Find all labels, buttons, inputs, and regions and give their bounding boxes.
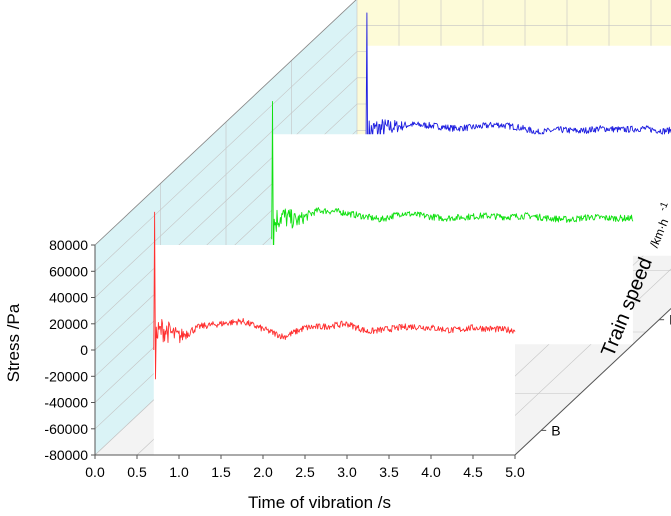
x-tick-label: 0.5 [127, 464, 147, 480]
x-tick-label: 1.0 [169, 464, 189, 480]
chart-axes [91, 0, 671, 459]
y-tick-label: 20000 [49, 316, 88, 332]
x-tick-label: 1.5 [211, 464, 231, 480]
x-tick-label: 4.0 [421, 464, 441, 480]
box-edge [94, 0, 357, 246]
series-strip [153, 245, 516, 455]
y-tick-label: -60000 [44, 421, 88, 437]
series-line [365, 12, 671, 167]
z-axis-line [514, 307, 671, 456]
x-tick-label: 3.5 [379, 464, 399, 480]
x-tick-label: 2.0 [253, 464, 273, 480]
x-tick-label: 0.0 [85, 464, 105, 480]
y-tick-label: 80000 [49, 237, 88, 253]
y-tick-label: 40000 [49, 290, 88, 306]
z-tick-label: B [551, 422, 560, 438]
y-tick-label: -80000 [44, 447, 88, 463]
series-b [153, 211, 516, 455]
y-tick-label: -20000 [44, 368, 88, 384]
series-strips [153, 12, 671, 455]
x-gridline [472, 268, 671, 456]
y-axis-title: Stress /Pa [4, 303, 23, 382]
x-tick-label: 4.5 [463, 464, 483, 480]
series-line [153, 211, 516, 380]
z-tick-label: D [669, 312, 671, 328]
x-tick-label: 5.0 [505, 464, 525, 480]
y-tick-label: -40000 [44, 395, 88, 411]
y-tick-label: 0 [80, 342, 88, 358]
y-tick-label: 60000 [49, 263, 88, 279]
x-gridline [430, 229, 671, 456]
x-axis-title: Time of vibration /s [248, 493, 391, 512]
x-tick-label: 3.0 [337, 464, 357, 480]
series-line [271, 101, 634, 264]
tick-labels: 0.0 0.5 1.0 1.5 2.0 2.5 3.0 3.5 4.0 4.5 5.0 80000 60… [44, 237, 671, 480]
x-tick-label: 2.5 [295, 464, 315, 480]
